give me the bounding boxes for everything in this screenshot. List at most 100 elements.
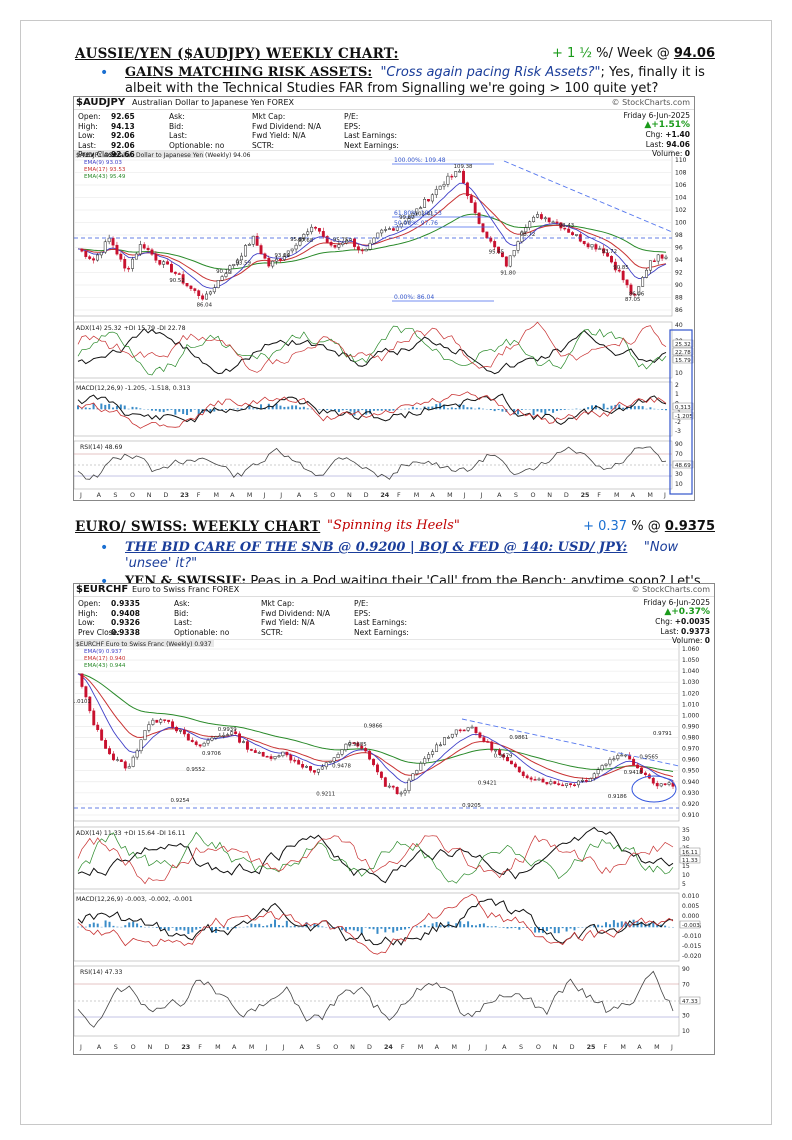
price-label: 0.9679 xyxy=(494,754,513,760)
candle-body xyxy=(190,739,194,743)
macd-histogram-bar xyxy=(478,923,481,928)
candle-body xyxy=(321,231,325,237)
candle-body xyxy=(364,748,368,752)
value-badge: 0.313 xyxy=(675,405,691,411)
month-label: J xyxy=(79,1043,82,1051)
month-label: N xyxy=(147,491,152,499)
candle-body xyxy=(320,766,324,770)
macd-histogram-bar xyxy=(293,925,296,928)
candle-body xyxy=(490,741,494,751)
macd-histogram-bar xyxy=(446,408,449,410)
candle-body xyxy=(610,255,613,263)
macd-histogram-bar xyxy=(210,927,213,933)
candle-body xyxy=(486,741,490,743)
macd-histogram-bar xyxy=(77,926,79,928)
macd-histogram-bar xyxy=(622,407,625,410)
candle-body xyxy=(310,226,314,233)
value-badge-box xyxy=(679,847,701,856)
macd-histogram-bar xyxy=(112,925,115,928)
month-label: J xyxy=(670,1043,673,1051)
macd-histogram-bar xyxy=(532,409,535,416)
value-badge-box xyxy=(672,402,694,411)
eur-chart-name: Euro to Swiss Franc FOREX xyxy=(132,585,240,594)
macd-histogram-bar xyxy=(388,409,391,411)
fib-label: 61.80%: 100.53 xyxy=(394,210,442,217)
macd-histogram-bar xyxy=(266,925,269,928)
macd-histogram-bar xyxy=(349,409,352,412)
month-label: J xyxy=(263,491,266,499)
candle-body xyxy=(171,721,175,728)
value-badge: 15.79 xyxy=(675,358,691,364)
macd-histogram-bar xyxy=(575,408,578,410)
candle-body xyxy=(536,214,539,218)
macd-histogram-bar xyxy=(396,927,399,931)
candle-body xyxy=(182,730,186,735)
y-tick-label: 1.000 xyxy=(682,712,699,719)
candle-body xyxy=(222,735,226,737)
macd-histogram-bar xyxy=(632,919,635,928)
axis-tick-label: 0.000 xyxy=(682,913,699,920)
candle-body xyxy=(279,258,282,261)
eur-quote-panel: Open: 0.9335 High: 0.9408 Low: 0.9326 Prev … xyxy=(78,598,710,646)
candle-body xyxy=(586,243,590,248)
candle-body xyxy=(302,234,306,240)
candle-body xyxy=(360,745,364,749)
candle-body xyxy=(537,778,541,781)
aud-macd-legend: MACD(12,26,9) -1.205, -1.518, 0.313 xyxy=(76,385,190,392)
candle-body xyxy=(663,783,667,785)
macd-histogram-bar xyxy=(384,927,387,933)
macd-histogram-bar xyxy=(471,925,474,928)
candle-body xyxy=(399,792,403,795)
month-label: D xyxy=(163,491,168,499)
price-label: 0.9565 xyxy=(639,755,658,761)
candle-body xyxy=(613,261,617,271)
macd-histogram-bar xyxy=(376,409,379,411)
macd-histogram-bar xyxy=(256,408,259,410)
macd-histogram-bar xyxy=(520,409,523,410)
macd-histogram-bar xyxy=(462,404,465,410)
candle-body xyxy=(263,253,267,259)
price-label: 93.04 xyxy=(274,253,290,259)
candle-body xyxy=(197,290,201,296)
candle-body xyxy=(317,228,321,232)
aud-chart-name: Australian Dollar to Japanese Yen FOREX xyxy=(132,98,295,107)
value-badge-box xyxy=(672,355,694,364)
month-label: M xyxy=(451,1043,457,1051)
month-label: S xyxy=(316,1043,320,1051)
month-label: M xyxy=(215,1043,221,1051)
candle-body xyxy=(261,752,265,757)
macd-histogram-bar xyxy=(591,405,594,410)
candle-body xyxy=(257,752,261,754)
macd-histogram-bar xyxy=(139,408,142,410)
aud-chart-header: $AUDJPY Australian Dollar to Japanese Ye… xyxy=(74,97,694,110)
macd-histogram-bar xyxy=(415,926,418,928)
candle-body xyxy=(616,755,620,760)
value-badge: -1.205 xyxy=(675,414,693,420)
macd-histogram-bar xyxy=(179,927,182,930)
month-label: D xyxy=(364,491,369,499)
aud-chart-source: © StockCharts.com xyxy=(611,98,690,107)
candle-body xyxy=(407,779,411,791)
candle-body xyxy=(80,248,84,252)
month-label: A xyxy=(637,1043,642,1051)
candle-body xyxy=(155,719,159,723)
candle-body xyxy=(580,779,584,782)
macd-histogram-bar xyxy=(155,927,158,928)
price-label: 87.05 xyxy=(625,297,640,303)
eur-ema43-label: EMA(43) 0.944 xyxy=(84,663,126,669)
macd-histogram-bar xyxy=(344,927,347,932)
macd-histogram-bar xyxy=(419,926,422,928)
macd-histogram-bar xyxy=(530,927,533,928)
macd-histogram-bar xyxy=(283,406,286,410)
macd-histogram-bar xyxy=(274,919,277,928)
candle-body xyxy=(563,227,567,230)
macd-histogram-bar xyxy=(376,927,379,934)
macd-histogram-bar xyxy=(119,404,122,410)
month-label: S xyxy=(514,491,518,499)
month-label: J xyxy=(663,491,666,499)
axis-tick-label: 10 xyxy=(682,1028,690,1035)
month-label: N xyxy=(553,1043,558,1051)
candle-body xyxy=(325,236,329,243)
candle-body xyxy=(450,175,454,178)
macd-histogram-bar xyxy=(392,927,395,933)
